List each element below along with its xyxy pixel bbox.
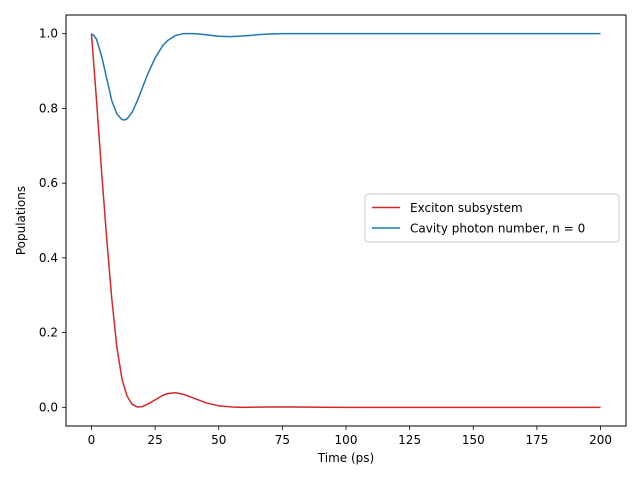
x-tick-label: 100: [335, 433, 358, 447]
series-layer: [90, 32, 601, 409]
y-tick-label: 0.4: [39, 251, 58, 265]
series-line-0: [90, 33, 601, 409]
legend-box: [364, 193, 620, 243]
legend: Exciton subsystem Cavity photon number, …: [364, 193, 620, 243]
x-tick-label: 25: [147, 433, 162, 447]
y-axis-ticks: 0.0 0.2 0.4 0.6 0.8 1.0: [39, 27, 66, 414]
x-axis-ticks: 0 25 50 75 100 125 150 175 200: [88, 426, 612, 447]
x-tick-label: 125: [398, 433, 421, 447]
x-tick-label: 200: [589, 433, 612, 447]
y-tick-label: 0.0: [39, 400, 58, 414]
legend-label-exciton: Exciton subsystem: [410, 201, 523, 215]
y-axis-label: Populations: [14, 186, 28, 255]
y-tick-label: 1.0: [39, 27, 58, 41]
x-axis-label: Time (ps): [317, 451, 374, 465]
x-tick-label: 0: [88, 433, 96, 447]
x-tick-label: 175: [525, 433, 548, 447]
y-tick-label: 0.8: [39, 101, 58, 115]
series-line-1: [91, 32, 601, 121]
y-tick-label: 0.2: [39, 326, 58, 340]
x-tick-label: 75: [275, 433, 290, 447]
x-tick-label: 50: [211, 433, 226, 447]
x-tick-label: 150: [462, 433, 485, 447]
y-tick-label: 0.6: [39, 176, 58, 190]
legend-label-cavity: Cavity photon number, n = 0: [410, 222, 585, 236]
